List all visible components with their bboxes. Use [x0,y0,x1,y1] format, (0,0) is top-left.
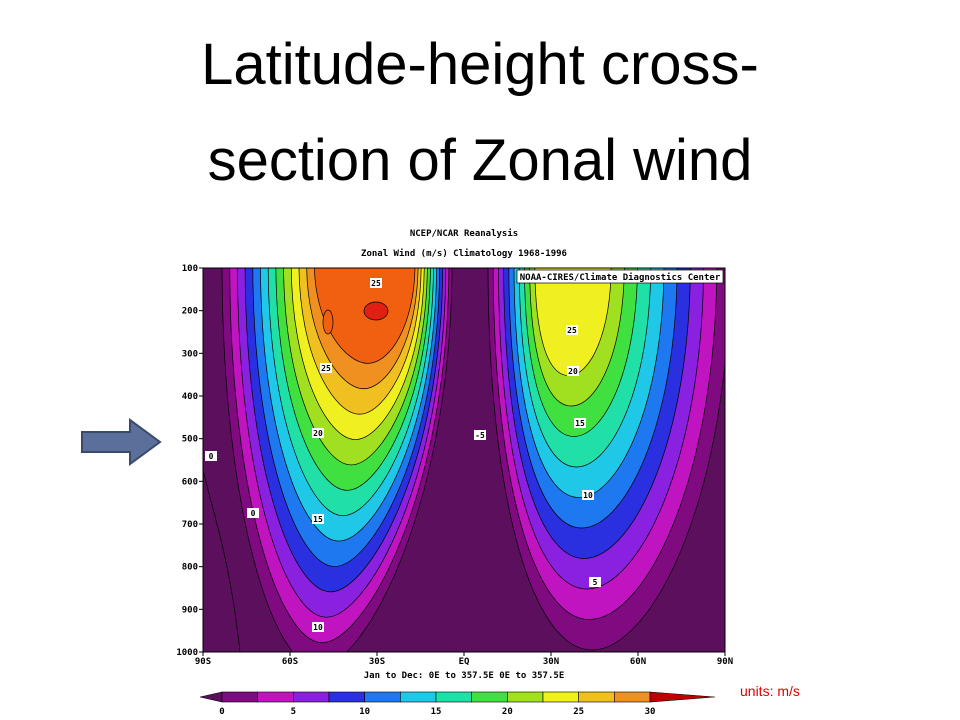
contour-band [363,301,389,321]
contour-label: -5 [475,431,485,440]
credit: NOAA-CIRES/Climate Diagnostics Center [520,272,721,283]
contour-label-bg [370,278,382,288]
contour-label: 0 [251,509,256,518]
slide-title-line: Latitude-height cross- [201,32,759,97]
contour-label: 15 [575,419,585,428]
colorbar-cell [364,691,401,703]
contour-plot: NOAA-CIRES/Climate Diagnostics Center100… [176,264,733,717]
x-tick-label: 90N [717,657,733,667]
contour-label-bg [567,366,579,376]
pointer-arrow [81,418,162,466]
x-tick-label: 30S [369,657,385,667]
x-tick-label: 60S [282,657,298,667]
colorbar-cell [400,691,437,703]
colorbar-tick-label: 30 [645,707,656,717]
contour-band [314,268,416,364]
units-label: units: m/s [740,683,800,699]
contour-label-bg [312,428,324,438]
contour-label: 25 [371,279,381,288]
colorbar-cell [293,691,330,703]
y-tick-label: 300 [182,349,198,359]
y-tick-label: 500 [182,435,198,445]
y-tick-label: 700 [182,520,198,530]
colorbar-end [199,691,223,703]
colorbar-tick-label: 25 [573,707,584,717]
x-tick-label: 90S [195,657,211,667]
y-tick-label: 100 [182,264,198,274]
colorbar-tick-label: 0 [219,707,224,717]
colorbar-cell [471,691,508,703]
contour-label: 10 [583,491,593,500]
slide-title-line: section of Zonal wind [208,128,753,193]
contour-label: 10 [313,623,323,632]
contour-label: 0 [209,452,214,461]
colorbar-cell [507,691,544,703]
x-tick-label: 30N [543,657,559,667]
colorbar-tick-label: 15 [431,707,442,717]
y-tick-label: 800 [182,563,198,573]
contour-label-bg [589,577,601,587]
colorbar-cell [614,691,651,703]
colorbar-cell [328,691,365,703]
contour-label: 15 [313,515,323,524]
y-tick-label: 200 [182,307,198,317]
contour-label-bg [205,451,217,461]
colorbar-cell [257,691,294,703]
contour-label-bg [574,418,586,428]
figure-header: Zonal Wind (m/s) Climatology 1968-1996 [361,248,567,259]
y-tick-label: 900 [182,605,198,615]
contour-band [322,309,334,335]
colorbar-cell [221,691,258,703]
colorbar-cell [578,691,615,703]
colorbar-tick-label: 5 [291,707,296,717]
contour-label-bg [566,325,578,335]
figure-header: NCEP/NCAR Reanalysis [410,228,518,239]
colorbar-tick-label: 10 [359,707,370,717]
contour-label: 25 [321,364,331,373]
contour-label: 5 [593,578,598,587]
colorbar-cell [435,691,472,703]
credit-box [516,269,724,284]
contour-label-bg [312,622,324,632]
colorbar-tick-label: 20 [502,707,513,717]
y-tick-label: 400 [182,392,198,402]
x-tick-label: EQ [459,657,470,667]
contour-field [203,268,725,652]
contour-label-bg [247,508,259,518]
colorbar-cell [542,691,579,703]
x-tick-label: 60N [630,657,646,667]
contour-label-bg [312,514,324,524]
colorbar-end [649,691,716,703]
contour-label: 20 [568,367,578,376]
contour-label-bg [474,430,486,440]
contour-label: 25 [567,326,577,335]
contour-label: 20 [313,429,323,438]
contour-label-bg [582,490,594,500]
y-tick-label: 1000 [176,648,198,658]
footer: Jan to Dec: 0E to 357.5E 0E to 357.5E [364,671,564,681]
y-tick-label: 600 [182,477,198,487]
contour-label-bg [320,363,332,373]
